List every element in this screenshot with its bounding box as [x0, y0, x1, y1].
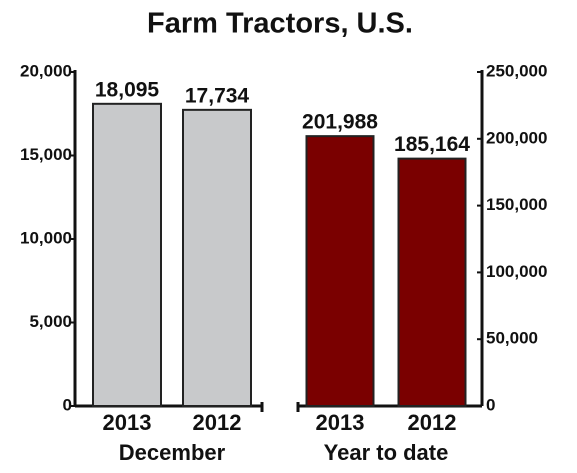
y-tick-label: 5,000: [29, 312, 72, 331]
x-tick-label: 2013: [103, 410, 152, 435]
value-label: 201,988: [302, 111, 378, 134]
bar: [92, 102, 162, 407]
y-tick-label: 15,000: [20, 145, 72, 164]
bar: [182, 108, 252, 408]
value-label: 18,095: [95, 78, 160, 101]
y-tick-label: 0: [486, 395, 495, 414]
y-tick-label: 200,000: [486, 128, 547, 147]
x-axis-label: December: [119, 440, 226, 465]
y-tick-label: 20,000: [20, 61, 72, 80]
bar: [305, 135, 375, 407]
chart-title: Farm Tractors, U.S.: [147, 8, 413, 40]
value-label: 185,164: [394, 133, 470, 156]
y-tick-label: 100,000: [486, 262, 547, 281]
x-tick-label: 2013: [316, 410, 365, 435]
value-label: 17,734: [185, 84, 250, 107]
y-tick-label: 250,000: [486, 61, 547, 80]
y-tick-label: 50,000: [486, 329, 538, 348]
y-tick-label: 150,000: [486, 195, 547, 214]
x-tick-label: 2012: [408, 410, 457, 435]
bar: [397, 157, 467, 407]
y-tick-label: 10,000: [20, 228, 72, 247]
x-tick-label: 2012: [193, 410, 242, 435]
x-axis-label: Year to date: [324, 440, 449, 465]
y-tick-label: 0: [63, 395, 72, 414]
